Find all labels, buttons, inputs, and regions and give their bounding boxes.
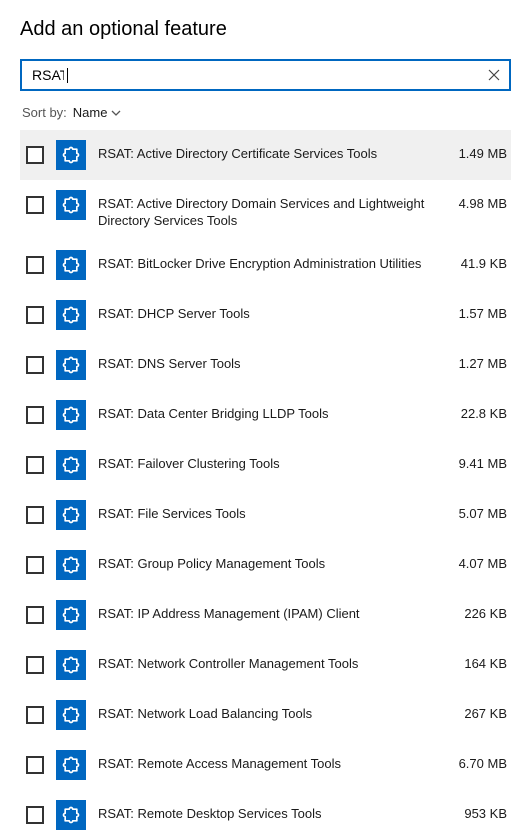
feature-size: 4.07 MB xyxy=(459,550,507,571)
puzzle-icon xyxy=(56,300,86,330)
x-icon xyxy=(488,69,500,81)
feature-name: RSAT: Active Directory Certificate Servi… xyxy=(98,140,447,163)
feature-size: 1.57 MB xyxy=(459,300,507,321)
feature-checkbox[interactable] xyxy=(26,456,44,474)
feature-list: RSAT: Active Directory Certificate Servi… xyxy=(20,130,511,840)
puzzle-icon xyxy=(56,750,86,780)
feature-size: 9.41 MB xyxy=(459,450,507,471)
feature-name: RSAT: Network Load Balancing Tools xyxy=(98,700,452,723)
feature-row[interactable]: RSAT: Active Directory Domain Services a… xyxy=(20,180,511,240)
feature-row[interactable]: RSAT: Network Controller Management Tool… xyxy=(20,640,511,690)
feature-checkbox[interactable] xyxy=(26,506,44,524)
puzzle-icon xyxy=(56,400,86,430)
feature-row[interactable]: RSAT: Data Center Bridging LLDP Tools 22.… xyxy=(20,390,511,440)
feature-checkbox[interactable] xyxy=(26,306,44,324)
feature-row[interactable]: RSAT: BitLocker Drive Encryption Adminis… xyxy=(20,240,511,290)
puzzle-icon xyxy=(56,190,86,220)
feature-size: 41.9 KB xyxy=(461,250,507,271)
feature-size: 1.49 MB xyxy=(459,140,507,161)
feature-row[interactable]: RSAT: DHCP Server Tools 1.57 MB xyxy=(20,290,511,340)
feature-name: RSAT: File Services Tools xyxy=(98,500,447,523)
feature-checkbox[interactable] xyxy=(26,656,44,674)
puzzle-icon xyxy=(56,500,86,530)
feature-name: RSAT: Remote Access Management Tools xyxy=(98,750,447,773)
feature-name: RSAT: Active Directory Domain Services a… xyxy=(98,190,447,230)
chevron-down-icon xyxy=(111,108,121,118)
feature-checkbox[interactable] xyxy=(26,556,44,574)
feature-name: RSAT: Failover Clustering Tools xyxy=(98,450,447,473)
feature-row[interactable]: RSAT: Remote Access Management Tools 6.70… xyxy=(20,740,511,790)
feature-size: 164 KB xyxy=(464,650,507,671)
sort-by[interactable]: Sort by: Name xyxy=(20,105,511,120)
feature-checkbox[interactable] xyxy=(26,756,44,774)
feature-size: 267 KB xyxy=(464,700,507,721)
feature-name: RSAT: Data Center Bridging LLDP Tools xyxy=(98,400,449,423)
puzzle-icon xyxy=(56,650,86,680)
feature-name: RSAT: IP Address Management (IPAM) Clien… xyxy=(98,600,452,623)
search-box[interactable] xyxy=(20,59,511,91)
search-input[interactable] xyxy=(30,66,66,84)
feature-name: RSAT: Network Controller Management Tool… xyxy=(98,650,452,673)
feature-row[interactable]: RSAT: File Services Tools 5.07 MB xyxy=(20,490,511,540)
feature-row[interactable]: RSAT: DNS Server Tools 1.27 MB xyxy=(20,340,511,390)
feature-name: RSAT: BitLocker Drive Encryption Adminis… xyxy=(98,250,449,273)
feature-checkbox[interactable] xyxy=(26,806,44,824)
clear-icon[interactable] xyxy=(487,68,501,82)
feature-row[interactable]: RSAT: Group Policy Management Tools 4.07 … xyxy=(20,540,511,590)
feature-size: 4.98 MB xyxy=(459,190,507,211)
feature-row[interactable]: RSAT: Active Directory Certificate Servi… xyxy=(20,130,511,180)
feature-row[interactable]: RSAT: Remote Desktop Services Tools 953 K… xyxy=(20,790,511,840)
feature-name: RSAT: DHCP Server Tools xyxy=(98,300,447,323)
text-caret xyxy=(67,68,68,83)
puzzle-icon xyxy=(56,350,86,380)
feature-row[interactable]: RSAT: IP Address Management (IPAM) Clien… xyxy=(20,590,511,640)
feature-size: 22.8 KB xyxy=(461,400,507,421)
feature-size: 226 KB xyxy=(464,600,507,621)
puzzle-icon xyxy=(56,700,86,730)
feature-row[interactable]: RSAT: Failover Clustering Tools 9.41 MB xyxy=(20,440,511,490)
feature-checkbox[interactable] xyxy=(26,146,44,164)
page-title: Add an optional feature xyxy=(20,18,511,41)
puzzle-icon xyxy=(56,550,86,580)
feature-size: 6.70 MB xyxy=(459,750,507,771)
feature-size: 1.27 MB xyxy=(459,350,507,371)
feature-checkbox[interactable] xyxy=(26,356,44,374)
sort-label: Sort by: xyxy=(22,105,67,120)
puzzle-icon xyxy=(56,140,86,170)
feature-name: RSAT: Remote Desktop Services Tools xyxy=(98,800,452,823)
feature-checkbox[interactable] xyxy=(26,606,44,624)
feature-checkbox[interactable] xyxy=(26,256,44,274)
puzzle-icon xyxy=(56,250,86,280)
feature-size: 953 KB xyxy=(464,800,507,821)
puzzle-icon xyxy=(56,800,86,830)
puzzle-icon xyxy=(56,600,86,630)
feature-size: 5.07 MB xyxy=(459,500,507,521)
feature-checkbox[interactable] xyxy=(26,706,44,724)
puzzle-icon xyxy=(56,450,86,480)
feature-name: RSAT: Group Policy Management Tools xyxy=(98,550,447,573)
sort-value: Name xyxy=(73,105,108,120)
feature-name: RSAT: DNS Server Tools xyxy=(98,350,447,373)
feature-checkbox[interactable] xyxy=(26,196,44,214)
feature-row[interactable]: RSAT: Network Load Balancing Tools 267 KB xyxy=(20,690,511,740)
feature-checkbox[interactable] xyxy=(26,406,44,424)
